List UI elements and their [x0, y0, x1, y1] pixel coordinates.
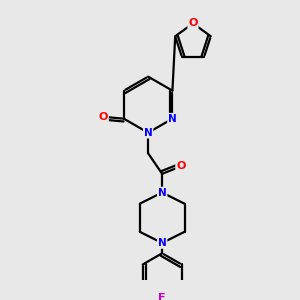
Text: N: N [158, 188, 167, 197]
Text: N: N [168, 114, 177, 124]
Text: F: F [158, 293, 166, 300]
Text: O: O [188, 18, 198, 28]
Text: O: O [176, 161, 185, 171]
Text: N: N [144, 128, 152, 138]
Text: O: O [99, 112, 108, 122]
Text: N: N [158, 238, 167, 248]
